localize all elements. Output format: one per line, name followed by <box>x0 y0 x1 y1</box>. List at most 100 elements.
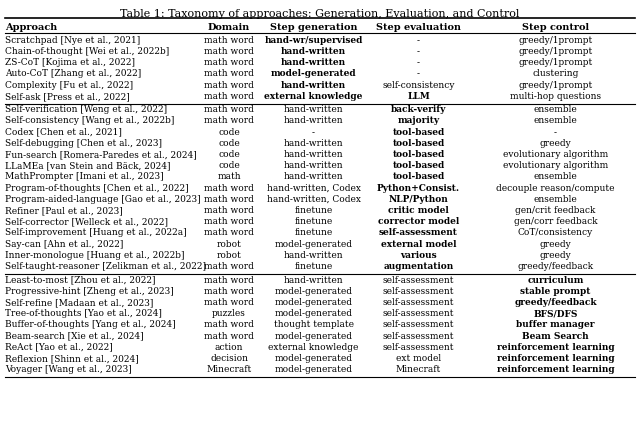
Text: Self-improvement [Huang et al., 2022a]: Self-improvement [Huang et al., 2022a] <box>5 228 187 237</box>
Text: -: - <box>417 58 420 67</box>
Text: Self-taught-reasoner [Zelikman et al., 2022]: Self-taught-reasoner [Zelikman et al., 2… <box>5 262 206 271</box>
Text: model-generated: model-generated <box>275 240 353 249</box>
Text: model-generated: model-generated <box>275 354 353 363</box>
Text: hand-written: hand-written <box>284 172 344 181</box>
Text: self-assessment: self-assessment <box>379 228 458 237</box>
Text: Step control: Step control <box>522 23 589 32</box>
Text: reinforcement learning: reinforcement learning <box>497 365 614 374</box>
Text: corrector model: corrector model <box>378 217 459 226</box>
Text: curriculum: curriculum <box>527 276 584 284</box>
Text: finetune: finetune <box>294 217 333 226</box>
Text: Self-corrector [Welleck et al., 2022]: Self-corrector [Welleck et al., 2022] <box>5 217 168 226</box>
Text: greedy/1prompt: greedy/1prompt <box>518 81 593 90</box>
Text: self-assessment: self-assessment <box>383 309 454 318</box>
Text: self-assessment: self-assessment <box>383 287 454 296</box>
Text: ensemble: ensemble <box>534 116 577 125</box>
Text: math word: math word <box>204 58 254 67</box>
Text: math word: math word <box>204 116 254 125</box>
Text: code: code <box>218 139 240 148</box>
Text: thought template: thought template <box>274 320 354 329</box>
Text: Buffer-of-thoughts [Yang et al., 2024]: Buffer-of-thoughts [Yang et al., 2024] <box>5 320 176 329</box>
Text: Voyager [Wang et al., 2023]: Voyager [Wang et al., 2023] <box>5 365 132 374</box>
Text: Beam Search: Beam Search <box>522 332 589 340</box>
Text: greedy: greedy <box>540 240 572 249</box>
Text: augmentation: augmentation <box>383 262 454 271</box>
Text: hand-written: hand-written <box>281 81 346 90</box>
Text: Complexity [Fu et al., 2022]: Complexity [Fu et al., 2022] <box>5 81 133 90</box>
Text: clustering: clustering <box>532 69 579 78</box>
Text: greedy/1prompt: greedy/1prompt <box>518 36 593 45</box>
Text: MathPrompter [Imani et al., 2023]: MathPrompter [Imani et al., 2023] <box>5 172 164 181</box>
Text: hand-written: hand-written <box>284 251 344 260</box>
Text: hand-written: hand-written <box>281 47 346 56</box>
Text: greedy/feedback: greedy/feedback <box>518 262 593 271</box>
Text: -: - <box>312 128 315 137</box>
Text: Step generation: Step generation <box>270 23 357 32</box>
Text: math: math <box>218 172 241 181</box>
Text: math word: math word <box>204 228 254 237</box>
Text: self-assessment: self-assessment <box>383 276 454 284</box>
Text: greedy: greedy <box>540 251 572 260</box>
Text: math word: math word <box>204 81 254 90</box>
Text: multi-hop questions: multi-hop questions <box>510 92 601 101</box>
Text: -: - <box>417 69 420 78</box>
Text: math word: math word <box>204 69 254 78</box>
Text: hand-written, Codex: hand-written, Codex <box>267 184 360 193</box>
Text: math word: math word <box>204 262 254 271</box>
Text: Minecraft: Minecraft <box>396 365 441 374</box>
Text: model-generated: model-generated <box>275 365 353 374</box>
Text: tool-based: tool-based <box>392 150 445 159</box>
Text: ensemble: ensemble <box>534 172 577 181</box>
Text: math word: math word <box>204 320 254 329</box>
Text: back-verify: back-verify <box>391 105 446 114</box>
Text: code: code <box>218 128 240 137</box>
Text: Python+Consist.: Python+Consist. <box>377 184 460 193</box>
Text: Self-debugging [Chen et al., 2023]: Self-debugging [Chen et al., 2023] <box>5 139 162 148</box>
Text: self-assessment: self-assessment <box>383 298 454 307</box>
Text: hand-written: hand-written <box>284 161 344 170</box>
Text: math word: math word <box>204 105 254 114</box>
Text: model-generated: model-generated <box>275 287 353 296</box>
Text: math word: math word <box>204 206 254 215</box>
Text: -: - <box>554 128 557 137</box>
Text: Self-refine [Madaan et al., 2023]: Self-refine [Madaan et al., 2023] <box>5 298 154 307</box>
Text: hand-written: hand-written <box>284 116 344 125</box>
Text: LLM: LLM <box>407 92 430 101</box>
Text: external knowledge: external knowledge <box>264 92 363 101</box>
Text: decouple reason/compute: decouple reason/compute <box>496 184 615 193</box>
Text: tool-based: tool-based <box>392 172 445 181</box>
Text: math word: math word <box>204 47 254 56</box>
Text: math word: math word <box>204 332 254 340</box>
Text: self-assessment: self-assessment <box>383 332 454 340</box>
Text: various: various <box>400 251 437 260</box>
Text: math word: math word <box>204 287 254 296</box>
Text: Self-consistency [Wang et al., 2022b]: Self-consistency [Wang et al., 2022b] <box>5 116 175 125</box>
Text: code: code <box>218 161 240 170</box>
Text: self-consistency: self-consistency <box>382 81 455 90</box>
Text: math word: math word <box>204 92 254 101</box>
Text: CoT/consistency: CoT/consistency <box>518 228 593 237</box>
Text: hand-written: hand-written <box>281 58 346 67</box>
Text: math word: math word <box>204 217 254 226</box>
Text: ensemble: ensemble <box>534 105 577 114</box>
Text: Codex [Chen et al., 2021]: Codex [Chen et al., 2021] <box>5 128 122 137</box>
Text: ensemble: ensemble <box>534 195 577 204</box>
Text: math word: math word <box>204 184 254 193</box>
Text: Program-of-thoughts [Chen et al., 2022]: Program-of-thoughts [Chen et al., 2022] <box>5 184 189 193</box>
Text: code: code <box>218 150 240 159</box>
Text: ext model: ext model <box>396 354 441 363</box>
Text: hand-written, Codex: hand-written, Codex <box>267 195 360 204</box>
Text: model-generated: model-generated <box>275 309 353 318</box>
Text: gen/corr feedback: gen/corr feedback <box>514 217 597 226</box>
Text: Tree-of-thoughts [Yao et al., 2024]: Tree-of-thoughts [Yao et al., 2024] <box>5 309 162 318</box>
Text: -: - <box>417 36 420 45</box>
Text: Program-aided-language [Gao et al., 2023]: Program-aided-language [Gao et al., 2023… <box>5 195 201 204</box>
Text: LLaMEa [van Stein and Bäck, 2024]: LLaMEa [van Stein and Bäck, 2024] <box>5 161 171 170</box>
Text: stable prompt: stable prompt <box>520 287 591 296</box>
Text: finetune: finetune <box>294 206 333 215</box>
Text: Step evaluation: Step evaluation <box>376 23 461 32</box>
Text: external knowledge: external knowledge <box>268 343 359 352</box>
Text: BFS/DFS: BFS/DFS <box>533 309 578 318</box>
Text: Self-verification [Weng et al., 2022]: Self-verification [Weng et al., 2022] <box>5 105 167 114</box>
Text: robot: robot <box>217 251 241 260</box>
